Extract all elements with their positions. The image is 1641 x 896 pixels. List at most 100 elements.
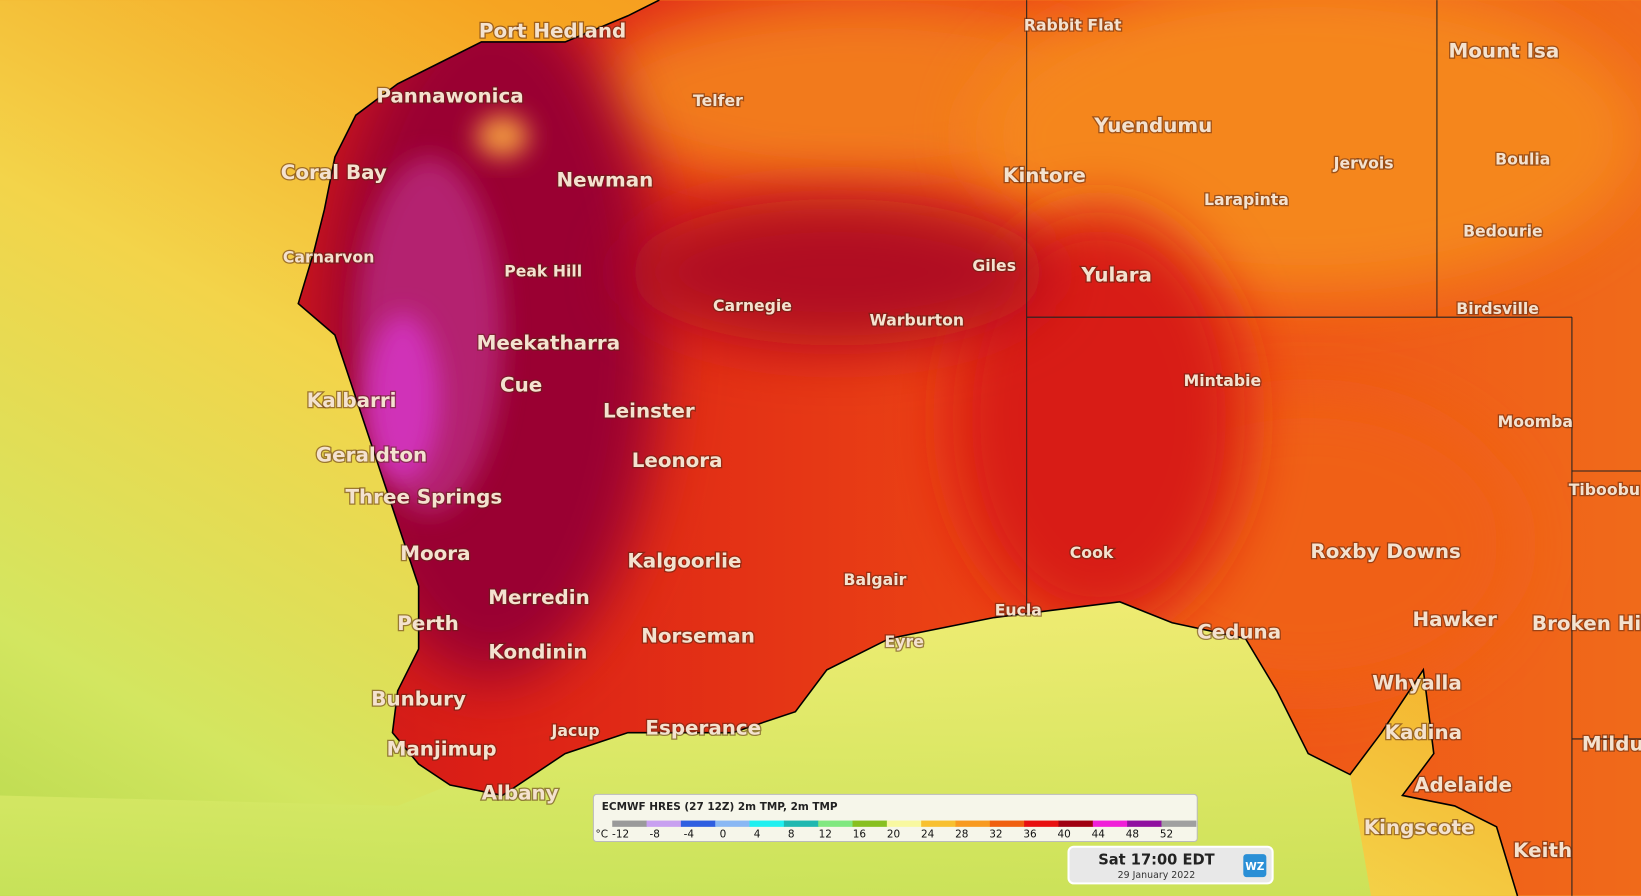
legend-tick-label: 4 [754,828,761,840]
place-label: Coral Bay [281,161,387,184]
place-label: Kintore [1003,164,1086,187]
place-label: Mintabie [1184,371,1261,390]
logo [1243,854,1267,878]
legend-tick-label: 0 [720,828,727,840]
legend-tick-label: -4 [684,828,695,840]
place-label: Norseman [641,625,755,648]
legend-box [592,793,1198,843]
legend-tick-label: 52 [1160,828,1173,840]
legend-swatch [612,820,648,827]
legend-swatch [715,820,751,827]
place-label: Bedourie [1463,222,1543,241]
legend-swatch [921,820,957,827]
legend-title: ECMWF HRES (27 12Z) 2m TMP, 2m TMP [602,801,838,813]
place-label: Moomba [1498,412,1573,431]
place-label: Newman [557,168,654,191]
place-label: Whyalla [1372,672,1461,695]
place-label: Jervois [1333,154,1394,173]
place-label: Larapinta [1204,190,1289,209]
place-label: Leinster [603,400,695,423]
place-label: Geraldton [316,444,427,467]
place-label: Jacup [551,721,600,740]
legend-tick-label: 40 [1057,828,1070,840]
legend-swatch [1127,820,1162,827]
place-label: Moora [400,542,470,565]
legend-tick-label: 8 [788,828,795,840]
legend-swatch [646,820,682,827]
legend-tick-label: 28 [955,828,968,840]
place-label: Port Hedland [479,20,626,43]
legend-swatch [852,820,888,827]
state-borders [1026,0,1641,896]
legend-tick-label: 20 [887,828,900,840]
legend-tick-label: 44 [1092,828,1106,840]
legend-tick-label: 12 [819,828,832,840]
date-label: 29 January 2022 [1118,870,1196,881]
place-label: Kadina [1385,721,1462,744]
place-label: Yulara [1080,264,1152,287]
place-label: Adelaide [1414,773,1512,796]
place-label: Esperance [645,717,761,740]
legend-swatch [1058,820,1094,827]
place-label: Kalbarri [307,389,397,412]
place-label: Eyre [885,632,924,651]
legend-swatch [955,820,991,827]
place-label: Balgair [843,570,906,589]
place-label: Mildu [1582,732,1641,755]
logo-text: WZ [1245,861,1265,873]
legend-tick-label: 36 [1023,828,1036,840]
legend-swatch [1161,820,1197,827]
place-label: Manjimup [387,738,497,761]
place-label: Pannawonica [376,85,523,108]
place-label: Keith [1513,839,1572,862]
place-labels: Port Hedland Pannawonica Coral Bay Carnarvo… [279,14,1641,863]
place-label: Cue [500,373,542,396]
place-label: Rabbit Flat [1024,15,1122,34]
legend-tick-label: 24 [921,828,935,840]
coastline [297,0,1519,896]
legend-swatch [749,820,785,827]
place-label: Bunbury [371,687,466,710]
place-label: Cook [1070,543,1114,562]
place-label: Telfer [693,91,743,110]
time-box: Sat 17:00 EDT 29 January 2022 WZ [1067,845,1274,885]
legend-tick-label: 32 [989,828,1002,840]
legend-tick-label: -8 [650,828,660,840]
place-label: Carnarvon [283,248,374,267]
legend-tick-label: 16 [853,828,866,840]
legend-scale: -12 -8 -4 0 4 8 12 16 20 24 28 32 36 40 44 48 52 [612,820,1197,840]
legend-swatch [818,820,854,827]
place-label: Tiboobu [1569,480,1640,499]
place-label: Kingscote [1364,816,1475,839]
time-panel [1067,845,1274,885]
legend-unit: °C [595,828,608,840]
place-label: Boulia [1495,149,1550,168]
place-label: Carnegie [713,296,792,315]
place-label: Albany [482,782,559,805]
legend-swatch [1024,820,1060,827]
place-label: Hawker [1413,608,1498,631]
legend-swatch [989,820,1025,827]
place-label: Meekatharra [477,332,620,355]
place-label: Leonora [632,449,723,472]
legend-swatch [886,820,922,827]
place-label: Ceduna [1197,620,1281,643]
time-label: Sat 17:00 EDT [1098,852,1214,869]
legend-tick-label: 48 [1126,828,1139,840]
place-label: Peak Hill [504,261,582,280]
place-label: Broken Hi [1532,612,1641,635]
place-label: Giles [972,256,1016,275]
place-label: Three Springs [345,485,502,508]
place-label: Kalgoorlie [627,549,741,572]
place-label: Warburton [869,311,964,330]
legend-swatch [1092,820,1128,827]
legend: ECMWF HRES (27 12Z) 2m TMP, 2m TMP °C -1… [592,793,1198,843]
place-label: Roxby Downs [1310,540,1460,563]
legend-tick-label: -12 [612,828,629,840]
place-label: Mount Isa [1449,40,1560,63]
legend-swatch [783,820,819,827]
place-label: Kondinin [488,640,587,663]
place-label: Yuendumu [1093,114,1212,137]
